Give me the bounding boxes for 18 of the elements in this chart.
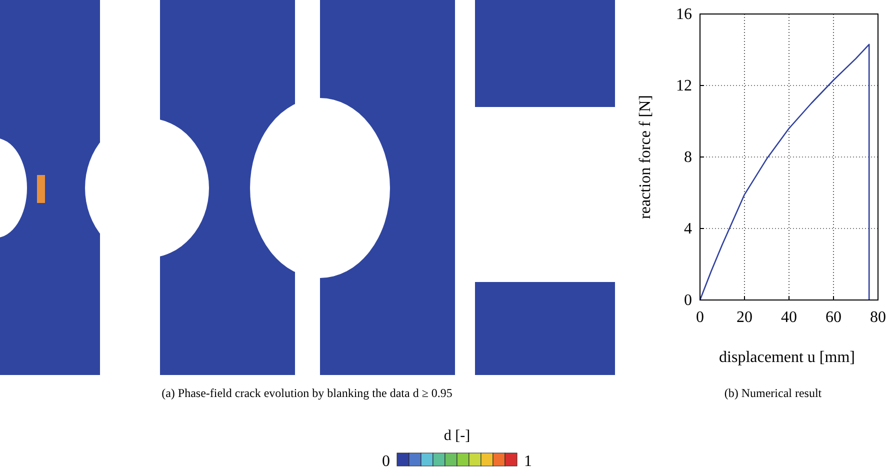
text: d [-] <box>444 428 470 444</box>
y-tick-label: 4 <box>684 220 692 238</box>
y-tick-label: 16 <box>676 6 692 23</box>
line-series <box>699 44 870 301</box>
text: 1 <box>524 453 532 470</box>
x-tick-label: 80 <box>870 309 886 326</box>
x-axis-title: displacement u [mm] <box>719 349 855 366</box>
text: 0 <box>382 453 390 470</box>
y-tick-label: 0 <box>684 292 692 309</box>
x-tick-label: 20 <box>736 309 752 326</box>
x-tick-label: 40 <box>781 309 797 326</box>
text: (a) Phase-field crack evolution by blanking the data d ≥ 0.95 <box>162 386 452 400</box>
y-tick-label: 8 <box>684 149 692 166</box>
text: (b) Numerical result <box>724 386 822 400</box>
x-tick-label: 0 <box>696 309 704 326</box>
y-tick-label: 12 <box>676 78 692 94</box>
x-tick-label: 60 <box>826 309 842 326</box>
y-axis-title: reaction force f [N] <box>637 95 654 219</box>
